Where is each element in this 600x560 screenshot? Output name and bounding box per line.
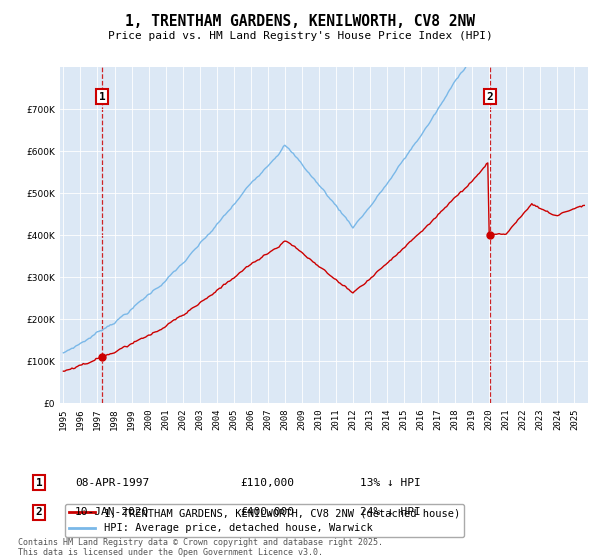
- Text: Contains HM Land Registry data © Crown copyright and database right 2025.
This d: Contains HM Land Registry data © Crown c…: [18, 538, 383, 557]
- Text: 1: 1: [98, 92, 106, 101]
- Text: Price paid vs. HM Land Registry's House Price Index (HPI): Price paid vs. HM Land Registry's House …: [107, 31, 493, 41]
- Text: 2: 2: [487, 92, 493, 101]
- Text: 08-APR-1997: 08-APR-1997: [75, 478, 149, 488]
- Text: 24% ↓ HPI: 24% ↓ HPI: [360, 507, 421, 517]
- Text: 2: 2: [35, 507, 43, 517]
- Text: 13% ↓ HPI: 13% ↓ HPI: [360, 478, 421, 488]
- Text: 1, TRENTHAM GARDENS, KENILWORTH, CV8 2NW: 1, TRENTHAM GARDENS, KENILWORTH, CV8 2NW: [125, 14, 475, 29]
- Legend: 1, TRENTHAM GARDENS, KENILWORTH, CV8 2NW (detached house), HPI: Average price, d: 1, TRENTHAM GARDENS, KENILWORTH, CV8 2NW…: [65, 504, 464, 538]
- Text: £400,000: £400,000: [240, 507, 294, 517]
- Text: 1: 1: [35, 478, 43, 488]
- Text: £110,000: £110,000: [240, 478, 294, 488]
- Text: 10-JAN-2020: 10-JAN-2020: [75, 507, 149, 517]
